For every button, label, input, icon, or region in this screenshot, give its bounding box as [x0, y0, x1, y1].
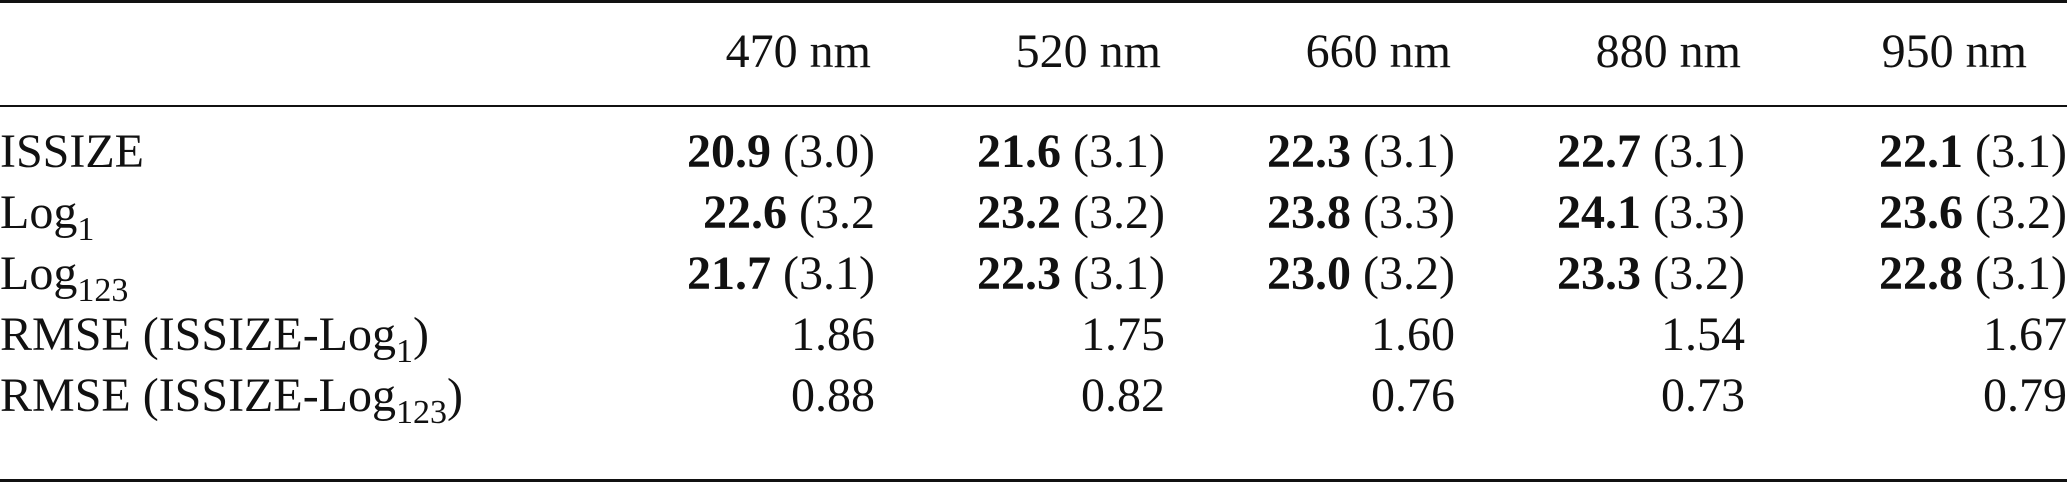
row-label-text: Log — [0, 246, 78, 300]
table-cell: 21.7 (3.1) — [585, 243, 875, 304]
table-cell: 22.8 (3.1) — [1745, 243, 2067, 304]
cell-std-value: (3.1) — [1963, 124, 2067, 178]
table-row: ISSIZE 20.9 (3.0) 21.6 (3.1) 22.3 (3.1) 22.7… — [0, 103, 2067, 182]
row-label-text: ISSIZE — [0, 124, 144, 178]
cell-std-value: (3.3) — [1351, 185, 1455, 239]
cell-std-value: (3.2) — [1963, 185, 2067, 239]
cell-mean-value: 21.6 — [977, 124, 1062, 178]
cell-value: 0.88 — [791, 368, 875, 422]
table-cell: 20.9 (3.0) — [585, 103, 875, 182]
table-cell: 22.7 (3.1) — [1455, 103, 1745, 182]
table-cell: 22.1 (3.1) — [1745, 103, 2067, 182]
table-cell: 22.3 (3.1) — [875, 243, 1165, 304]
column-header: 950 nm — [1881, 24, 2027, 78]
row-label: Log1 — [0, 182, 585, 246]
cell-mean-value: 24.1 — [1557, 185, 1642, 239]
header-row: 470 nm 520 nm 660 nm 880 nm 950 nm — [0, 0, 2067, 103]
cell-mean-value: 22.3 — [977, 246, 1062, 300]
table-cell: 23.6 (3.2) — [1745, 182, 2067, 243]
cell-mean-value: 22.8 — [1879, 246, 1964, 300]
header-rule — [0, 105, 2067, 107]
table-cell: 1.75 — [875, 304, 1165, 365]
table-cell: 24.1 (3.3) — [1455, 182, 1745, 243]
cell-mean-value: 20.9 — [687, 124, 772, 178]
cell-std-value: (3.1) — [1641, 124, 1745, 178]
cell-std-value: (3.1) — [771, 246, 875, 300]
cell-value: 1.67 — [1983, 307, 2067, 361]
cell-mean-value: 22.7 — [1557, 124, 1642, 178]
cell-value: 0.79 — [1983, 368, 2067, 422]
cell-mean-value: 21.7 — [687, 246, 772, 300]
results-table: 470 nm 520 nm 660 nm 880 nm 950 nm ISSIZ… — [0, 0, 2067, 429]
row-label-subscript: 123 — [77, 271, 129, 309]
row-label-tail: ) — [413, 307, 429, 361]
table-cell: 1.67 — [1745, 304, 2067, 365]
table-cell: 23.2 (3.2) — [875, 182, 1165, 243]
top-rule — [0, 0, 2067, 3]
cell-value: 0.82 — [1081, 368, 1165, 422]
row-label-text: RMSE (ISSIZE-Log — [0, 368, 396, 422]
row-label-tail: ) — [447, 368, 463, 422]
cell-value: 1.60 — [1371, 307, 1455, 361]
table-cell: 23.0 (3.2) — [1165, 243, 1455, 304]
row-label-text: RMSE (ISSIZE-Log — [0, 307, 396, 361]
cell-mean-value: 23.2 — [977, 185, 1062, 239]
cell-std-value: (3.0) — [771, 124, 875, 178]
table-row: RMSE (ISSIZE-Log123) 0.88 0.82 0.76 0.73 0.79 — [0, 365, 2067, 429]
table-cell: 0.79 — [1745, 365, 2067, 426]
table-cell: 0.76 — [1165, 365, 1455, 426]
table-cell: 0.88 — [585, 365, 875, 426]
table-cell: 23.8 (3.3) — [1165, 182, 1455, 243]
cell-mean-value: 23.8 — [1267, 185, 1352, 239]
table-cell: 1.54 — [1455, 304, 1745, 365]
column-header: 660 nm — [1305, 24, 1451, 78]
cell-value: 1.75 — [1081, 307, 1165, 361]
row-label-text: Log — [0, 185, 78, 239]
column-header: 880 nm — [1595, 24, 1741, 78]
table-cell: 1.86 — [585, 304, 875, 365]
cell-std-value: (3.2) — [1351, 246, 1455, 300]
cell-std-value: (3.1) — [1351, 124, 1455, 178]
column-header: 520 nm — [1015, 24, 1161, 78]
row-label: RMSE (ISSIZE-Log1) — [0, 304, 585, 368]
cell-std-value: (3.1) — [1061, 246, 1165, 300]
cell-value: 0.76 — [1371, 368, 1455, 422]
table-cell: 1.60 — [1165, 304, 1455, 365]
cell-value: 1.54 — [1661, 307, 1745, 361]
row-label: RMSE (ISSIZE-Log123) — [0, 365, 585, 429]
cell-std-value: (3.3) — [1641, 185, 1745, 239]
table-cell: 0.73 — [1455, 365, 1745, 426]
cell-std-value: (3.2) — [1061, 185, 1165, 239]
table-cell: 21.6 (3.1) — [875, 103, 1165, 182]
cell-mean-value: 22.3 — [1267, 124, 1352, 178]
cell-std-value: (3.1) — [1061, 124, 1165, 178]
cell-std-value: (3.2) — [1641, 246, 1745, 300]
cell-mean-value: 23.6 — [1879, 185, 1964, 239]
table-row: Log1 22.6 (3.2 23.2 (3.2) 23.8 (3.3) 24.1 (3… — [0, 182, 2067, 246]
cell-mean-value: 23.3 — [1557, 246, 1642, 300]
cell-mean-value: 23.0 — [1267, 246, 1352, 300]
cell-mean-value: 22.1 — [1879, 124, 1964, 178]
cell-mean-value: 22.6 — [703, 185, 788, 239]
cell-std-value: (3.2 — [787, 185, 875, 239]
table-cell: 22.3 (3.1) — [1165, 103, 1455, 182]
row-label-subscript: 123 — [396, 393, 447, 431]
header-empty-cell — [0, 0, 585, 103]
row-label: Log123 — [0, 243, 585, 307]
cell-value: 0.73 — [1661, 368, 1745, 422]
row-label: ISSIZE — [0, 103, 585, 182]
cell-std-value: (3.1) — [1963, 246, 2067, 300]
column-header: 470 nm — [725, 24, 871, 78]
table-cell: 23.3 (3.2) — [1455, 243, 1745, 304]
cell-value: 1.86 — [791, 307, 875, 361]
row-label-subscript: 1 — [396, 332, 413, 370]
table-row: Log123 21.7 (3.1) 22.3 (3.1) 23.0 (3.2) 23.3… — [0, 243, 2067, 307]
bottom-rule — [0, 479, 2067, 482]
table-cell: 0.82 — [875, 365, 1165, 426]
row-label-subscript: 1 — [77, 210, 95, 248]
table-cell: 22.6 (3.2 — [585, 182, 875, 243]
table-row: RMSE (ISSIZE-Log1) 1.86 1.75 1.60 1.54 1.67 — [0, 304, 2067, 368]
